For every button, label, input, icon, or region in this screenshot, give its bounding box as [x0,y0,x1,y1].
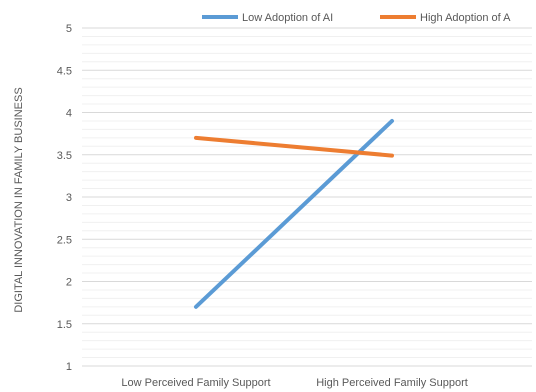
x-tick-label: High Perceived Family Support [316,377,468,389]
y-tick-label: 5 [66,23,72,35]
y-tick-label: 4 [66,108,72,120]
x-axis-ticks: Low Perceived Family Support High Perceiv… [121,377,467,389]
y-axis-ticks: 1 1.5 2 2.5 3 3.5 4 4.5 5 [57,23,72,373]
y-tick-label: 1.5 [57,319,72,331]
y-tick-label: 2 [66,277,72,289]
gridlines [82,27,532,367]
y-tick-label: 2.5 [57,234,72,246]
y-tick-label: 4.5 [57,65,72,77]
y-axis-label: DIGITAL INNOVATION IN FAMILY BUSINESS [13,87,25,312]
legend-label: High Adoption of A [420,12,511,24]
y-tick-label: 3.5 [57,150,72,162]
legend-label: Low Adoption of AI [242,12,333,24]
series-line-1 [194,135,394,158]
x-tick-label: Low Perceived Family Support [121,377,270,389]
legend: Low Adoption of AI High Adoption of A [202,12,511,24]
y-tick-label: 1 [66,361,72,373]
y-tick-label: 3 [66,192,72,204]
series-lines [194,118,394,309]
